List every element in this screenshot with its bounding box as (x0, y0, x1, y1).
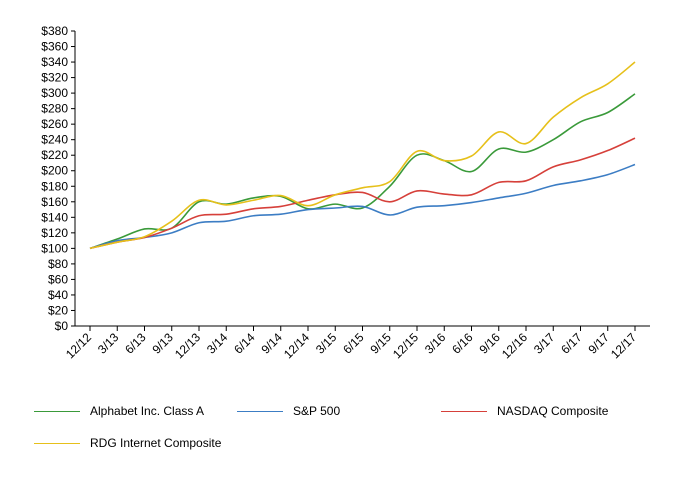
y-tick-label: $100 (41, 241, 68, 255)
x-tick-label: 6/15 (340, 330, 367, 357)
y-tick-label: $20 (48, 303, 68, 317)
y-tick-label: $200 (41, 164, 68, 178)
y-tick-label: $40 (48, 288, 68, 302)
y-tick-label: $0 (55, 319, 69, 333)
y-tick-label: $280 (41, 102, 68, 116)
y-tick-label: $120 (41, 226, 68, 240)
y-tick-label: $240 (41, 133, 68, 147)
x-tick-label: 12/13 (172, 330, 203, 361)
y-tick-label: $380 (41, 24, 68, 38)
x-tick-label: 3/14 (204, 330, 231, 357)
x-tick-label: 12/16 (499, 330, 530, 361)
y-tick-label: $220 (41, 148, 68, 162)
y-tick-label: $320 (41, 71, 68, 85)
y-tick-label: $360 (41, 40, 68, 54)
x-tick-label: 12/14 (281, 330, 312, 361)
y-tick-label: $260 (41, 117, 68, 131)
series-layer (89, 61, 636, 250)
y-tick-label: $80 (48, 257, 68, 271)
x-tick-label: 3/13 (95, 330, 122, 357)
series-line-rdg-internet-composite (89, 61, 636, 250)
x-tick-label: 12/17 (608, 330, 639, 361)
x-tick-label: 3/16 (422, 330, 449, 357)
x-tick-label: 6/14 (231, 330, 258, 357)
x-tick-label: 6/16 (449, 330, 476, 357)
x-tick-label: 12/12 (63, 330, 94, 361)
series-line-s-p-500 (89, 163, 636, 250)
x-tick-label: 3/17 (531, 330, 558, 357)
x-tick-label: 12/15 (390, 330, 421, 361)
x-tick-label: 3/15 (313, 330, 340, 357)
x-tick-label: 6/13 (122, 330, 149, 357)
y-tick-label: $180 (41, 179, 68, 193)
y-tick-label: $160 (41, 195, 68, 209)
series-line-alphabet-inc-class-a (89, 93, 636, 250)
y-tick-label: $140 (41, 210, 68, 224)
x-tick-label: 6/17 (558, 330, 585, 357)
series-line-nasdaq-composite (89, 137, 636, 250)
y-tick-label: $60 (48, 272, 68, 286)
y-tick-label: $340 (41, 55, 68, 69)
y-tick-label: $300 (41, 86, 68, 100)
y-axis: $0 $20$40 $60$80 $100$120 $140$160 $180$200 $2… (41, 24, 76, 333)
